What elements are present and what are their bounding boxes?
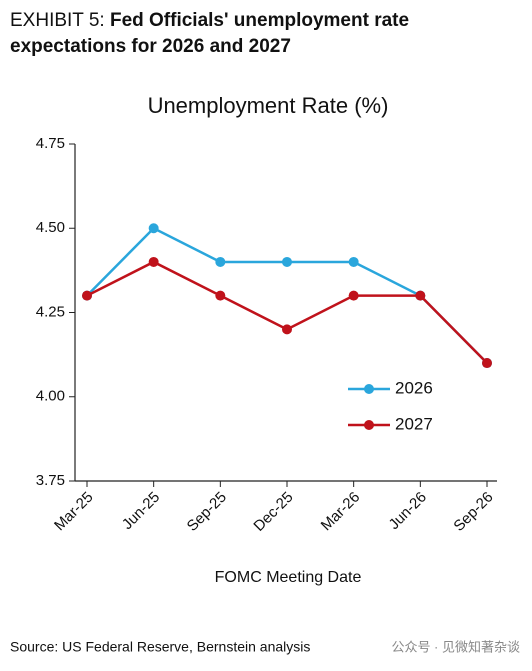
legend-marker [364, 384, 374, 394]
point [282, 256, 292, 267]
point [148, 223, 159, 234]
point [82, 290, 92, 301]
point [215, 256, 226, 267]
point [282, 324, 292, 335]
heading-title: Fed Officials' unemployment rate expecta… [10, 10, 410, 57]
watermark: 公众号 · 见微知著杂谈 [391, 639, 520, 654]
x-tick-label: Jun-26 [386, 489, 430, 533]
point [348, 256, 359, 267]
legend-marker [364, 420, 374, 430]
y-tick-label: 4.00 [36, 388, 65, 405]
point [415, 290, 426, 301]
x-tick-label: Sep-25 [184, 489, 230, 535]
y-tick-label: 4.50 [36, 219, 65, 236]
x-axis-label: FOMC Meeting Date [215, 569, 362, 586]
exhibit-label: EXHIBIT 5: [10, 10, 105, 31]
legend-label: 2026 [395, 378, 433, 397]
x-tick-label: Mar-26 [318, 489, 364, 535]
y-tick-label: 4.25 [36, 303, 65, 320]
legend-label: 2027 [395, 414, 433, 433]
series-line [86, 260, 488, 364]
x-tick-label: Dec-25 [250, 489, 296, 535]
series-line [86, 226, 488, 364]
heading: EXHIBIT 5: Fed Officials' unemployment r… [10, 8, 520, 60]
x-tick-label: Jun-25 [119, 489, 163, 533]
point [482, 358, 492, 369]
point [348, 290, 359, 301]
x-tick-label: Mar-25 [51, 489, 97, 535]
x-tick-label: Sep-26 [450, 489, 496, 535]
y-tick-label: 3.75 [36, 472, 65, 489]
point [148, 256, 159, 267]
point [215, 290, 226, 301]
y-tick-label: 4.75 [36, 135, 65, 152]
source: Source: US Federal Reserve, Bernstein an… [10, 639, 310, 655]
chart-title: Unemployment Rate (%) [148, 93, 389, 118]
